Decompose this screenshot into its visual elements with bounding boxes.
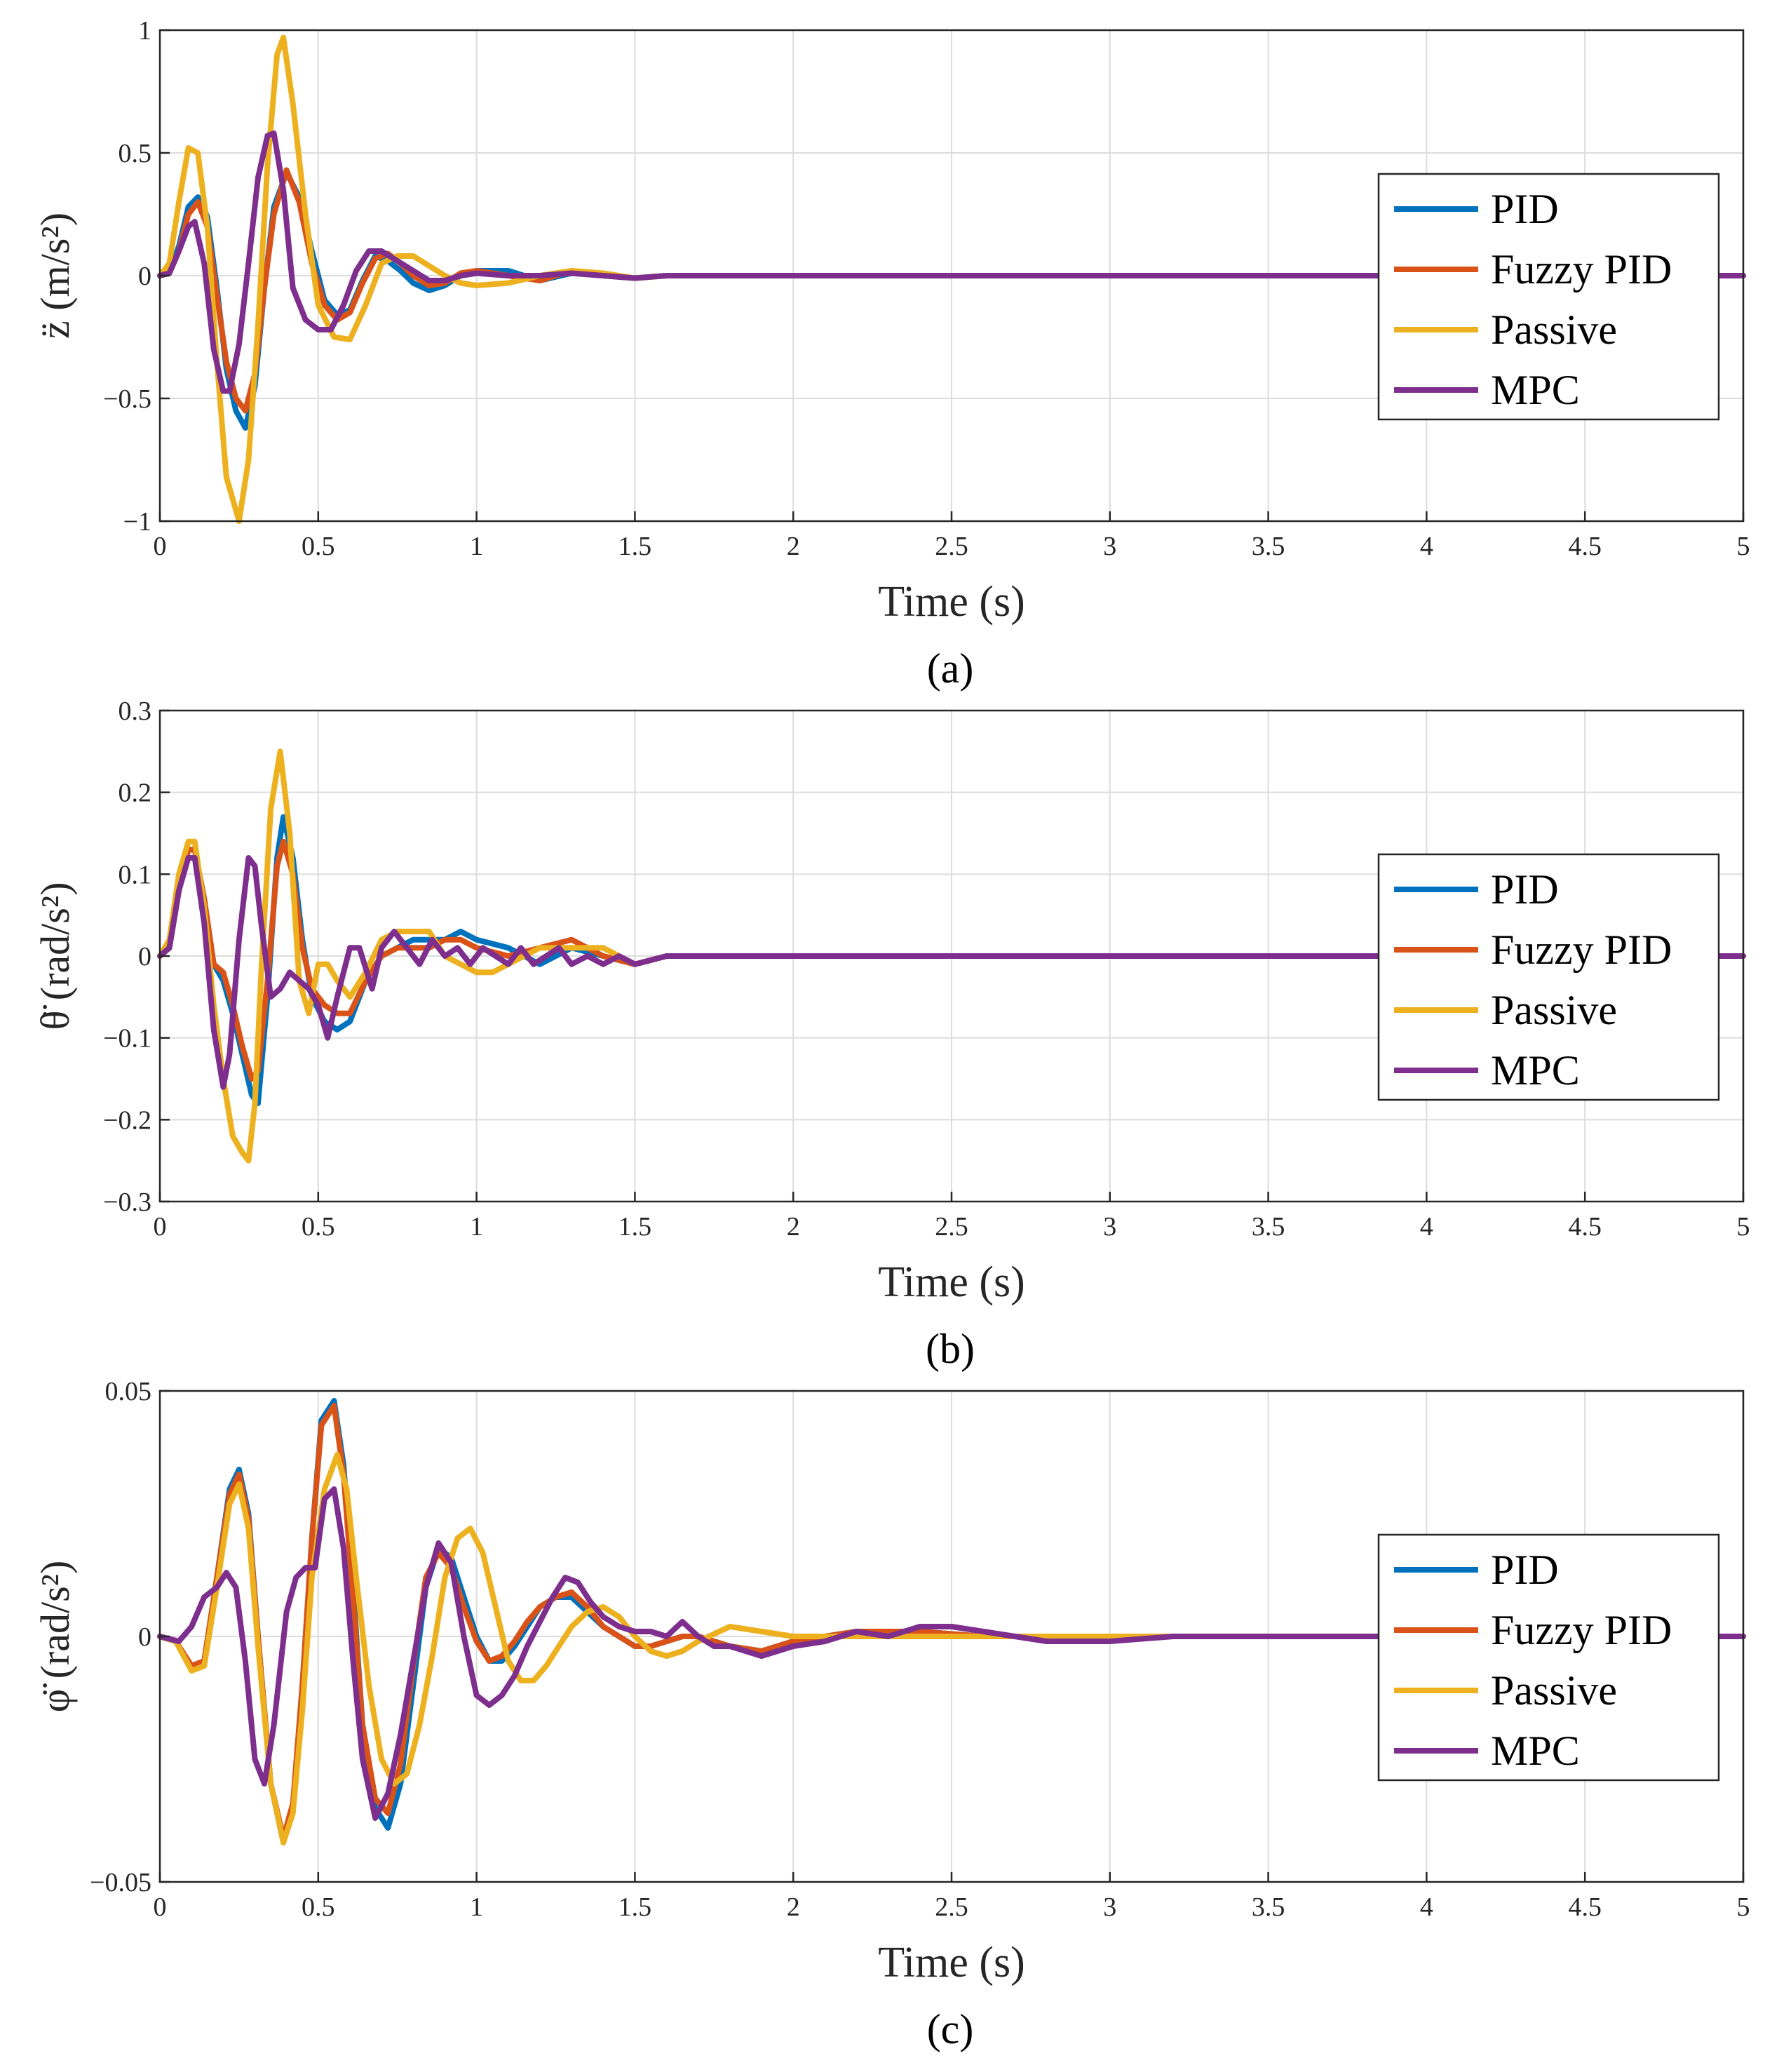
x-ticks: 0 0.5 1 1.5 2 2.5 3 3.5 4 4.5 5 xyxy=(154,1192,1750,1242)
x-tick-label-1: 0.5 xyxy=(302,1212,335,1242)
series-line-mpc xyxy=(157,130,1746,394)
x-tick-label-10: 5 xyxy=(1737,1892,1750,1922)
legend-label-pid: PID xyxy=(1491,186,1559,232)
legend-box xyxy=(1377,1533,1720,1782)
x-tick-label-6: 3 xyxy=(1103,1212,1116,1242)
x-tick-label-5: 2.5 xyxy=(935,1212,968,1242)
series-line-mpc xyxy=(157,855,1746,1090)
y-tick-label-2: −0.1 xyxy=(103,1024,151,1054)
x-axis-label: Time (s) xyxy=(878,578,1025,626)
series-line-fuzzy-pid xyxy=(157,838,1746,1082)
series-line-mpc xyxy=(157,1486,1746,1821)
x-axis-label: Time (s) xyxy=(878,1939,1025,1986)
y-axis-label: φ̈ (rad/s²) xyxy=(32,1561,78,1713)
y-tick-label-5: 0.2 xyxy=(119,779,152,808)
x-tick-label-4: 2 xyxy=(787,1892,800,1922)
x-tick-label-3: 1.5 xyxy=(618,1212,652,1242)
series-lines xyxy=(157,34,1746,524)
legend-label-pid: PID xyxy=(1491,1547,1559,1593)
y-tick-label-4: 1 xyxy=(138,16,151,46)
y-ticks: −1 −0.5 0 0.5 1 xyxy=(103,16,170,537)
y-tick-label-1: −0.5 xyxy=(103,384,151,414)
series-lines xyxy=(157,1398,1746,1845)
x-ticks: 0 0.5 1 1.5 2 2.5 3 3.5 4 4.5 5 xyxy=(154,1872,1750,1922)
x-tick-label-6: 3 xyxy=(1103,532,1116,561)
legend-label-mpc: MPC xyxy=(1491,1047,1580,1094)
x-tick-label-4: 2 xyxy=(787,1212,800,1242)
x-tick-label-5: 2.5 xyxy=(935,532,968,561)
y-tick-label-1: −0.2 xyxy=(103,1105,151,1135)
series-lines xyxy=(157,748,1746,1164)
y-ticks: −0.05 0 0.05 xyxy=(90,1377,170,1897)
panel-caption: (c) xyxy=(927,2006,974,2052)
x-axis-label: Time (s) xyxy=(878,1258,1025,1306)
y-tick-label-3: 0 xyxy=(138,942,151,971)
legend-label-fuzzy-pid: Fuzzy PID xyxy=(1491,1607,1672,1653)
y-tick-label-4: 0.1 xyxy=(119,860,152,889)
x-tick-label-0: 0 xyxy=(154,1212,167,1242)
x-tick-label-7: 3.5 xyxy=(1252,532,1285,561)
y-axis-label: θ̈ (rad/s²) xyxy=(32,882,78,1030)
x-tick-label-3: 1.5 xyxy=(618,532,652,561)
x-tick-label-8: 4 xyxy=(1420,1212,1433,1242)
x-tick-label-10: 5 xyxy=(1737,1212,1750,1242)
panel-a: 0 0.5 1 1.5 2 2.5 3 3.5 4 4.5 5 −1 −0.5 0 0.5 1 Time (… xyxy=(32,16,1750,692)
x-tick-label-7: 3.5 xyxy=(1252,1892,1285,1922)
x-tick-label-9: 4.5 xyxy=(1568,1212,1602,1242)
x-tick-label-0: 0 xyxy=(154,532,167,561)
x-tick-label-7: 3.5 xyxy=(1252,1212,1285,1242)
legend-label-pid: PID xyxy=(1491,866,1559,913)
panel-caption: (b) xyxy=(926,1326,975,1372)
x-tick-label-6: 3 xyxy=(1103,1892,1116,1922)
y-tick-label-1: 0 xyxy=(138,1622,151,1652)
y-tick-label-0: −0.3 xyxy=(103,1188,151,1217)
y-tick-label-0: −0.05 xyxy=(90,1868,151,1897)
y-ticks: −0.3 −0.2 −0.1 0 0.1 0.2 0.3 xyxy=(103,697,170,1217)
legend-label-passive: Passive xyxy=(1491,1667,1617,1714)
x-tick-label-4: 2 xyxy=(787,532,800,561)
legend: PID Fuzzy PID Passive MPC xyxy=(1377,1533,1720,1782)
y-tick-label-2: 0 xyxy=(138,262,151,291)
legend: PID Fuzzy PID Passive MPC xyxy=(1377,173,1720,421)
y-axis-label: z̈ (m/s²) xyxy=(32,213,78,339)
x-tick-label-9: 4.5 xyxy=(1568,1892,1602,1922)
x-tick-label-3: 1.5 xyxy=(618,1892,652,1922)
x-tick-label-0: 0 xyxy=(154,1892,167,1922)
legend-label-mpc: MPC xyxy=(1491,367,1580,413)
x-tick-label-1: 0.5 xyxy=(302,532,335,561)
x-tick-label-8: 4 xyxy=(1420,1892,1433,1922)
legend-label-passive: Passive xyxy=(1491,307,1617,353)
panel-b: 0 0.5 1 1.5 2 2.5 3 3.5 4 4.5 5 −0.3 −0.2 −0.1 0 0.1 0.… xyxy=(32,697,1750,1372)
legend-box xyxy=(1377,853,1720,1101)
panel-caption: (a) xyxy=(927,645,974,692)
y-tick-label-2: 0.05 xyxy=(105,1377,152,1406)
x-tick-label-8: 4 xyxy=(1420,532,1433,561)
series-line-passive xyxy=(157,1452,1746,1845)
y-tick-label-3: 0.5 xyxy=(119,139,152,168)
legend-label-passive: Passive xyxy=(1491,987,1617,1033)
legend-box xyxy=(1377,173,1720,421)
x-tick-label-2: 1 xyxy=(470,1892,483,1922)
x-tick-label-10: 5 xyxy=(1737,532,1750,561)
legend-label-mpc: MPC xyxy=(1491,1728,1580,1774)
x-tick-label-1: 0.5 xyxy=(302,1892,335,1922)
legend-label-fuzzy-pid: Fuzzy PID xyxy=(1491,246,1672,292)
x-tick-label-2: 1 xyxy=(470,1212,483,1242)
legend: PID Fuzzy PID Passive MPC xyxy=(1377,853,1720,1101)
legend-label-fuzzy-pid: Fuzzy PID xyxy=(1491,927,1672,973)
x-tick-label-9: 4.5 xyxy=(1568,532,1602,561)
x-tick-label-2: 1 xyxy=(470,532,483,561)
x-ticks: 0 0.5 1 1.5 2 2.5 3 3.5 4 4.5 5 xyxy=(154,511,1750,561)
x-tick-label-5: 2.5 xyxy=(935,1892,968,1922)
y-tick-label-6: 0.3 xyxy=(119,697,152,726)
y-tick-label-0: −1 xyxy=(123,507,151,537)
